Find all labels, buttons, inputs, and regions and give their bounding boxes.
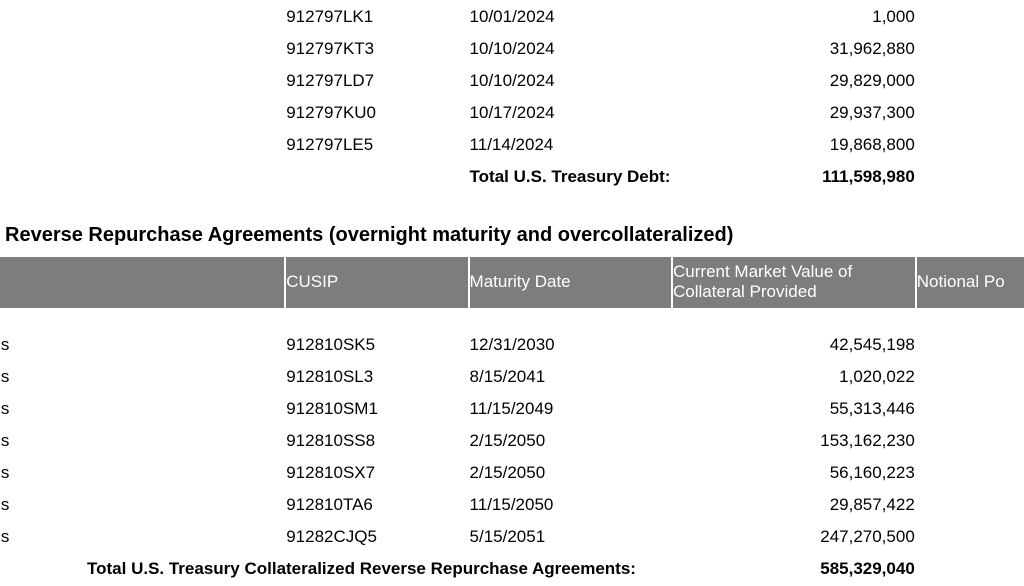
cusip-cell: 912810SS8 <box>286 426 467 456</box>
treasury-debt-total-row: Total U.S. Treasury Debt: 111,598,980 <box>0 162 1024 192</box>
section-title: Reverse Repurchase Agreements (overnight… <box>0 224 1024 247</box>
cusip-cell: 912810SM1 <box>286 394 467 424</box>
table-row: 912797KU010/17/202429,937,300 <box>0 98 1024 128</box>
maturity-cell: 11/15/2049 <box>470 394 671 424</box>
value-cell: 19,868,800 <box>673 130 915 160</box>
value-cell: 55,313,446 <box>673 394 915 424</box>
header-value: Current Market Value of Collateral Provi… <box>673 257 915 308</box>
cusip-cell: 912810SL3 <box>286 362 467 392</box>
maturity-cell: 2/15/2050 <box>470 426 671 456</box>
value-cell: 29,857,422 <box>673 490 915 520</box>
value-cell: 1,020,022 <box>673 362 915 392</box>
table-row: 912797LE511/14/202419,868,800 <box>0 130 1024 160</box>
maturity-cell: 10/17/2024 <box>470 98 671 128</box>
header-notional: Notional Po <box>917 257 1024 308</box>
row-label-cell: nds <box>0 522 284 552</box>
value-cell: 42,545,198 <box>673 330 915 360</box>
reverse-repo-total-row: Total U.S. Treasury Collateralized Rever… <box>0 554 1024 584</box>
value-cell: 1,000 <box>673 2 915 32</box>
value-cell: 29,829,000 <box>673 66 915 96</box>
table-row: nds912810SL38/15/20411,020,022 <box>0 362 1024 392</box>
reverse-repo-table: CUSIP Maturity Date Current Market Value… <box>0 255 1024 586</box>
value-cell: 153,162,230 <box>673 426 915 456</box>
maturity-cell: 8/15/2041 <box>470 362 671 392</box>
cusip-cell: 912797LD7 <box>286 66 467 96</box>
table-row: 912797LD710/10/202429,829,000 <box>0 66 1024 96</box>
cusip-cell: 912797LK1 <box>286 2 467 32</box>
maturity-cell: 10/10/2024 <box>470 34 671 64</box>
cusip-cell: 912810TA6 <box>286 490 467 520</box>
table-row: 912797LK110/01/20241,000 <box>0 2 1024 32</box>
cusip-cell: 912797KT3 <box>286 34 467 64</box>
maturity-cell: 10/10/2024 <box>470 66 671 96</box>
header-maturity: Maturity Date <box>470 257 671 308</box>
reverse-repo-total-value: 585,329,040 <box>673 554 915 584</box>
table-row: nds912810SX72/15/205056,160,223 <box>0 458 1024 488</box>
header-cusip: CUSIP <box>286 257 467 308</box>
maturity-cell: 11/15/2050 <box>470 490 671 520</box>
maturity-cell: 5/15/2051 <box>470 522 671 552</box>
row-label-cell: nds <box>0 490 284 520</box>
table-row: nds912810SS82/15/2050153,162,230 <box>0 426 1024 456</box>
table-header-row: CUSIP Maturity Date Current Market Value… <box>0 257 1024 308</box>
maturity-cell: 12/31/2030 <box>470 330 671 360</box>
value-cell: 247,270,500 <box>673 522 915 552</box>
cusip-cell: 912810SK5 <box>286 330 467 360</box>
table-row: nds91282CJQ55/15/2051247,270,500 <box>0 522 1024 552</box>
row-label-cell: nds <box>0 458 284 488</box>
value-cell: 29,937,300 <box>673 98 915 128</box>
table-row: nds912810TA611/15/205029,857,422 <box>0 490 1024 520</box>
cusip-cell: 91282CJQ5 <box>286 522 467 552</box>
row-label-cell: nds <box>0 426 284 456</box>
maturity-cell: 2/15/2050 <box>470 458 671 488</box>
value-cell: 56,160,223 <box>673 458 915 488</box>
row-label-cell: nds <box>0 394 284 424</box>
maturity-cell: 11/14/2024 <box>470 130 671 160</box>
cusip-cell: 912810SX7 <box>286 458 467 488</box>
table-row: nds912810SK512/31/203042,545,198 <box>0 330 1024 360</box>
treasury-debt-total-value: 111,598,980 <box>673 162 915 192</box>
treasury-debt-total-label: Total U.S. Treasury Debt: <box>470 162 671 192</box>
cusip-cell: 912797LE5 <box>286 130 467 160</box>
maturity-cell: 10/01/2024 <box>470 2 671 32</box>
table-row: 912797KT310/10/202431,962,880 <box>0 34 1024 64</box>
row-label-cell: nds <box>0 362 284 392</box>
cusip-cell: 912797KU0 <box>286 98 467 128</box>
value-cell: 31,962,880 <box>673 34 915 64</box>
treasury-debt-table: 912797LK110/01/20241,000912797KT310/10/2… <box>0 0 1024 194</box>
table-row: nds912810SM111/15/204955,313,446 <box>0 394 1024 424</box>
row-label-cell: nds <box>0 330 284 360</box>
